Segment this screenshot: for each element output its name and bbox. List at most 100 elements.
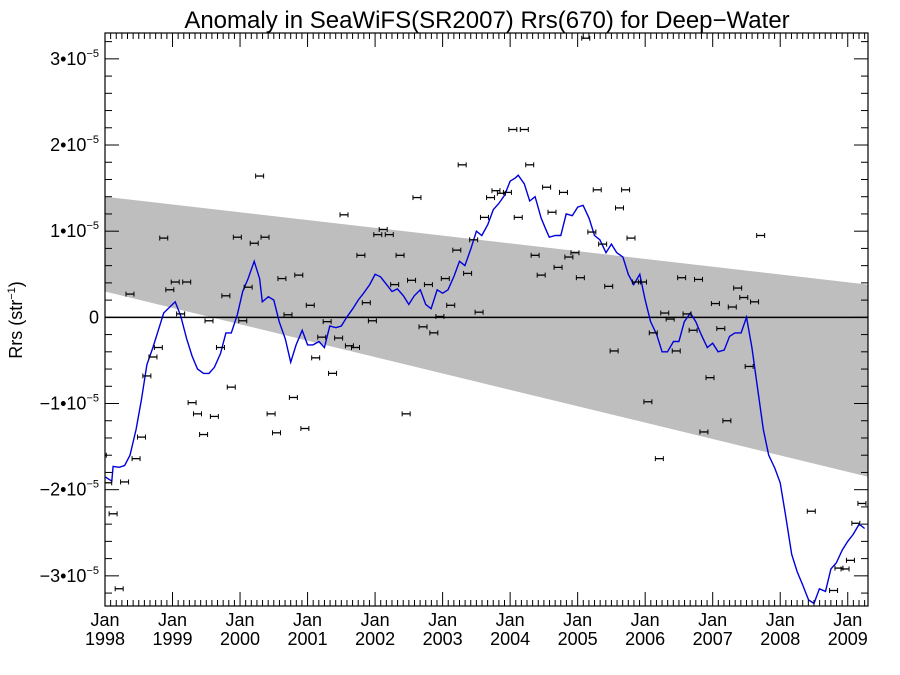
plot-area: −3•10−5−2•10−5−1•10−501•10−52•10−53•10−5… <box>40 32 869 649</box>
y-axis-label: Rrs (str−1) <box>6 281 26 359</box>
data-point <box>722 418 732 424</box>
data-point <box>266 411 276 417</box>
data-point <box>305 302 315 308</box>
data-point <box>699 429 709 435</box>
y-tick-label-exponent: −5 <box>86 479 99 491</box>
data-point <box>587 229 597 235</box>
data-point <box>857 500 867 506</box>
data-point <box>288 394 298 400</box>
data-point <box>170 279 180 285</box>
data-point <box>694 276 704 282</box>
data-point <box>221 293 231 299</box>
x-tick-label-month: Jan <box>428 610 457 630</box>
x-tick-label-year: 2004 <box>490 629 530 649</box>
data-point <box>575 275 585 281</box>
data-point <box>502 189 512 195</box>
data-point <box>373 232 383 238</box>
data-point <box>609 348 619 354</box>
data-point <box>840 566 850 572</box>
x-tick-label-month: Jan <box>833 610 862 630</box>
x-tick-label-month: Jan <box>698 610 727 630</box>
y-tick-label-exponent: −5 <box>86 565 99 577</box>
chart-title: Anomaly in SeaWiFS(SR2007) Rrs(670) for … <box>184 7 789 34</box>
data-point <box>637 279 647 285</box>
data-point <box>153 345 163 351</box>
x-tick-label-month: Jan <box>293 610 322 630</box>
data-point <box>530 252 540 258</box>
data-point <box>756 232 766 238</box>
data-point <box>733 285 743 291</box>
x-tick-label-year: 2003 <box>423 629 463 649</box>
data-point <box>199 432 209 438</box>
x-tick-label-year: 2007 <box>693 629 733 649</box>
data-point <box>671 348 681 354</box>
data-point <box>648 330 658 336</box>
data-point <box>283 312 293 318</box>
data-point <box>108 511 118 517</box>
data-point <box>727 304 737 310</box>
data-point <box>654 456 664 462</box>
x-tick-label-month: Jan <box>563 610 592 630</box>
data-point <box>418 324 428 330</box>
data-point <box>226 384 236 390</box>
data-point <box>159 235 169 241</box>
y-axis-label-exponent: −1 <box>6 287 18 300</box>
data-point <box>750 299 760 305</box>
data-point <box>677 275 687 281</box>
data-point <box>429 330 439 336</box>
data-point <box>564 254 574 260</box>
data-point <box>311 355 321 361</box>
plot-content <box>105 35 868 605</box>
x-tick-label-year: 1999 <box>152 629 192 649</box>
plot-frame <box>104 32 869 607</box>
data-point <box>479 214 489 220</box>
x-tick-label-year: 2006 <box>625 629 665 649</box>
data-point <box>232 234 242 240</box>
y-axis-label-text: Rrs (str <box>6 300 26 359</box>
x-tick-label-year: 2002 <box>355 629 395 649</box>
y-tick-label-base: 3•10 <box>50 49 86 69</box>
data-point <box>592 187 602 193</box>
data-point <box>519 127 529 133</box>
y-tick-label-base: −1•10 <box>40 394 87 414</box>
y-tick-label-exponent: −5 <box>86 220 99 232</box>
data-point <box>328 370 338 376</box>
data-point <box>356 252 366 258</box>
y-tick-label-base: 1•10 <box>50 221 86 241</box>
data-point <box>834 565 844 571</box>
data-point <box>716 326 726 332</box>
data-point <box>643 399 653 405</box>
data-point <box>215 345 225 351</box>
y-tick-label-exponent: −5 <box>86 393 99 405</box>
data-point <box>463 270 473 276</box>
data-point <box>446 302 456 308</box>
y-tick-label-base: −2•10 <box>40 480 87 500</box>
data-point <box>148 354 158 360</box>
y-tick-label: −3•10−5 <box>40 565 99 586</box>
data-point <box>390 282 400 288</box>
y-tick-label: 0 <box>89 307 99 327</box>
data-point <box>401 411 411 417</box>
data-point <box>277 276 287 282</box>
data-point <box>322 319 332 325</box>
y-tick-label: −1•10−5 <box>40 393 99 414</box>
x-tick-label-month: Jan <box>158 610 187 630</box>
data-point <box>395 252 405 258</box>
data-point <box>452 247 462 253</box>
data-point <box>412 195 422 201</box>
y-axis-label-close: ) <box>6 281 26 287</box>
data-point <box>710 301 720 307</box>
x-tick-label-month: Jan <box>90 610 119 630</box>
data-point <box>682 311 692 317</box>
x-tick-label-month: Jan <box>496 610 525 630</box>
data-point <box>136 434 146 440</box>
data-point <box>688 327 698 333</box>
data-point <box>513 214 523 220</box>
y-tick-label: 1•10−5 <box>50 220 99 241</box>
data-point <box>176 311 186 317</box>
data-point <box>142 373 152 379</box>
y-tick-label-base: 2•10 <box>50 135 86 155</box>
data-point <box>553 264 563 270</box>
data-point <box>806 508 816 514</box>
data-point <box>665 316 675 322</box>
